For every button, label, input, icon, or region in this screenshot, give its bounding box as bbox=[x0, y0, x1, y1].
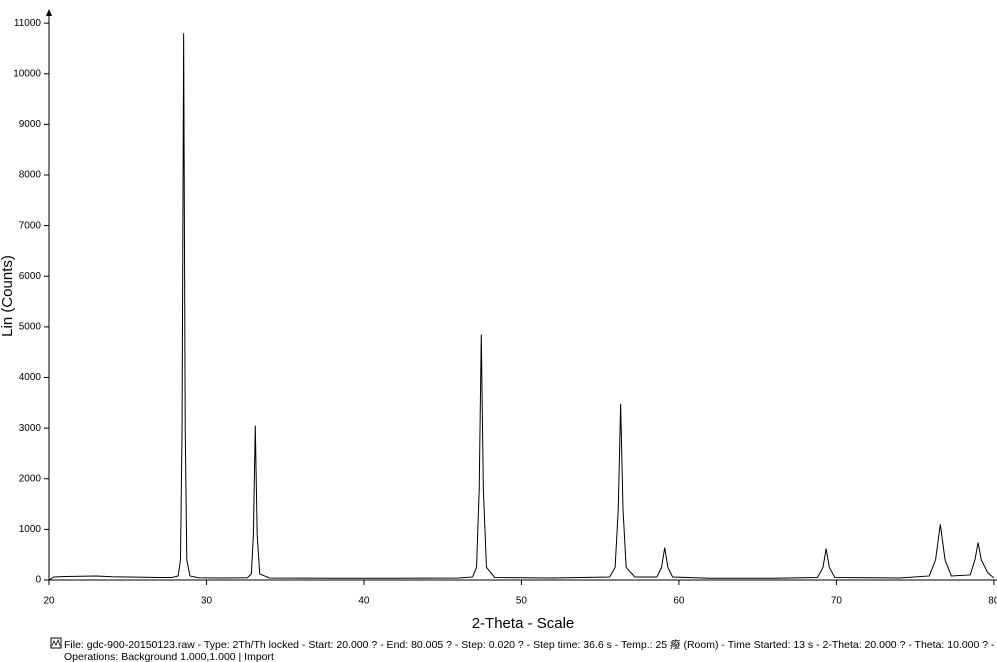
x-tick-label: 80 bbox=[988, 596, 997, 607]
x-tick-label: 60 bbox=[673, 596, 685, 607]
y-tick-label: 1000 bbox=[19, 524, 42, 535]
y-tick-label: 7000 bbox=[19, 220, 42, 231]
y-tick-label: 11000 bbox=[14, 18, 42, 29]
y-tick-label: 6000 bbox=[19, 271, 42, 282]
x-tick-label: 50 bbox=[516, 596, 528, 607]
x-tick-label: 20 bbox=[43, 596, 55, 607]
y-tick-label: 3000 bbox=[19, 423, 42, 434]
y-tick-label: 4000 bbox=[19, 372, 42, 383]
operations: Operations: Background 1.000,1.000 | Imp… bbox=[64, 651, 274, 662]
y-tick-label: 10000 bbox=[13, 68, 41, 79]
y-axis-arrow bbox=[46, 9, 52, 16]
y-tick-label: 0 bbox=[35, 575, 41, 586]
x-tick-label: 40 bbox=[358, 596, 370, 607]
x-tick-label: 30 bbox=[201, 596, 213, 607]
y-tick-label: 2000 bbox=[19, 473, 42, 484]
y-tick-label: 5000 bbox=[19, 322, 42, 333]
x-axis-label: 2-Theta - Scale bbox=[472, 615, 575, 632]
x-tick-label: 70 bbox=[831, 596, 843, 607]
file-info: File: gdc-900-20150123.raw - Type: 2Th/T… bbox=[64, 639, 997, 651]
y-tick-label: 9000 bbox=[19, 119, 42, 130]
y-tick-label: 8000 bbox=[19, 170, 42, 181]
y-axis-label: Lin (Counts) bbox=[0, 255, 16, 337]
file-icon bbox=[50, 637, 62, 649]
diffraction-line bbox=[48, 33, 995, 581]
file-icon-glyph bbox=[51, 638, 61, 647]
